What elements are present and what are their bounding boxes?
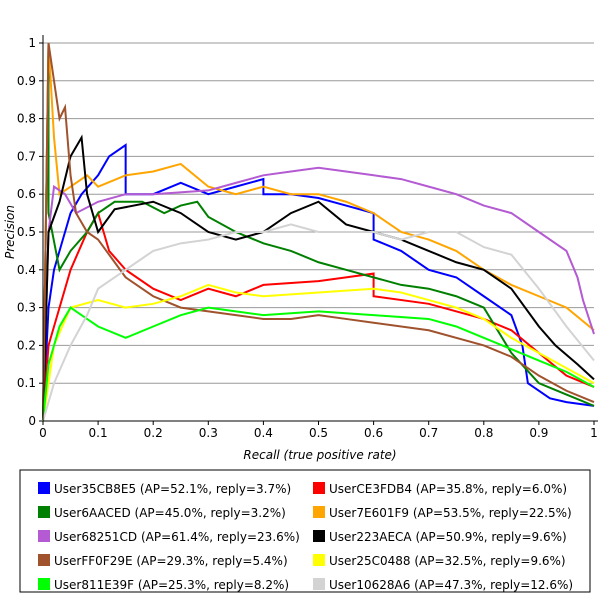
- legend-label: UserFF0F29E (AP=29.3%, reply=5.4%): [54, 554, 288, 568]
- x-tick-label: 0.5: [309, 426, 328, 440]
- legend-swatch: [38, 554, 50, 566]
- legend-swatch: [313, 506, 325, 518]
- x-tick-label: 0.9: [529, 426, 548, 440]
- legend-label: User6AACED (AP=45.0%, reply=3.2%): [54, 506, 286, 520]
- pr-curve: [42, 42, 595, 422]
- y-tick-label: 0.3: [17, 301, 36, 315]
- y-tick-label: 0.5: [17, 225, 36, 239]
- legend-label: User7E601F9 (AP=53.5%, reply=22.5%): [329, 506, 572, 520]
- x-tick-label: 1: [590, 426, 598, 440]
- pr-curve: [42, 223, 595, 422]
- y-tick-label: 0: [28, 414, 36, 428]
- y-tick-label: 0.7: [17, 149, 36, 163]
- y-tick-label: 1: [28, 36, 36, 50]
- x-tick-label: 0.7: [419, 426, 438, 440]
- legend-label: User68251CD (AP=61.4%, reply=23.6%): [54, 530, 300, 544]
- y-tick-label: 0.6: [17, 187, 36, 201]
- legend-label: User223AECA (AP=50.9%, reply=9.6%): [329, 530, 567, 544]
- legend-label: User25C0488 (AP=32.5%, reply=9.6%): [329, 554, 566, 568]
- y-axis-label: Precision: [3, 205, 17, 259]
- legend-box: [19, 469, 591, 593]
- x-tick-label: 0.8: [474, 426, 493, 440]
- legend-swatch: [313, 554, 325, 566]
- legend-swatch: [313, 482, 325, 494]
- x-tick-label: 0: [39, 426, 47, 440]
- pr-curve: [42, 283, 595, 422]
- x-tick-label: 0.3: [199, 426, 218, 440]
- x-tick-label: 0.1: [89, 426, 108, 440]
- y-tick-label: 0.9: [17, 74, 36, 88]
- x-axis-label: Recall (true positive rate): [243, 448, 396, 462]
- pr-curve: [42, 306, 595, 422]
- x-tick-label: 0.4: [254, 426, 273, 440]
- x-tick-label: 0.6: [364, 426, 383, 440]
- legend-label: User35CB8E5 (AP=52.1%, reply=3.7%): [54, 482, 291, 496]
- y-tick-label: 0.4: [17, 263, 36, 277]
- legend-swatch: [313, 578, 325, 590]
- pr-curve: [42, 134, 595, 422]
- legend-swatch: [38, 482, 50, 494]
- legend-swatch: [313, 530, 325, 542]
- legend-swatch: [38, 506, 50, 518]
- y-tick-label: 0.1: [17, 376, 36, 390]
- legend-label: User10628A6 (AP=47.3%, reply=12.6%): [329, 578, 573, 592]
- x-tick-label: 0.2: [144, 426, 163, 440]
- legend-swatch: [38, 530, 50, 542]
- legend-label: User811E39F (AP=25.3%, reply=8.2%): [54, 578, 289, 592]
- pr-curve: [42, 143, 595, 422]
- legend-swatch: [38, 578, 50, 590]
- y-tick-label: 0.2: [17, 338, 36, 352]
- legend-label: UserCE3FDB4 (AP=35.8%, reply=6.0%): [329, 482, 567, 496]
- y-tick-label: 0.8: [17, 112, 36, 126]
